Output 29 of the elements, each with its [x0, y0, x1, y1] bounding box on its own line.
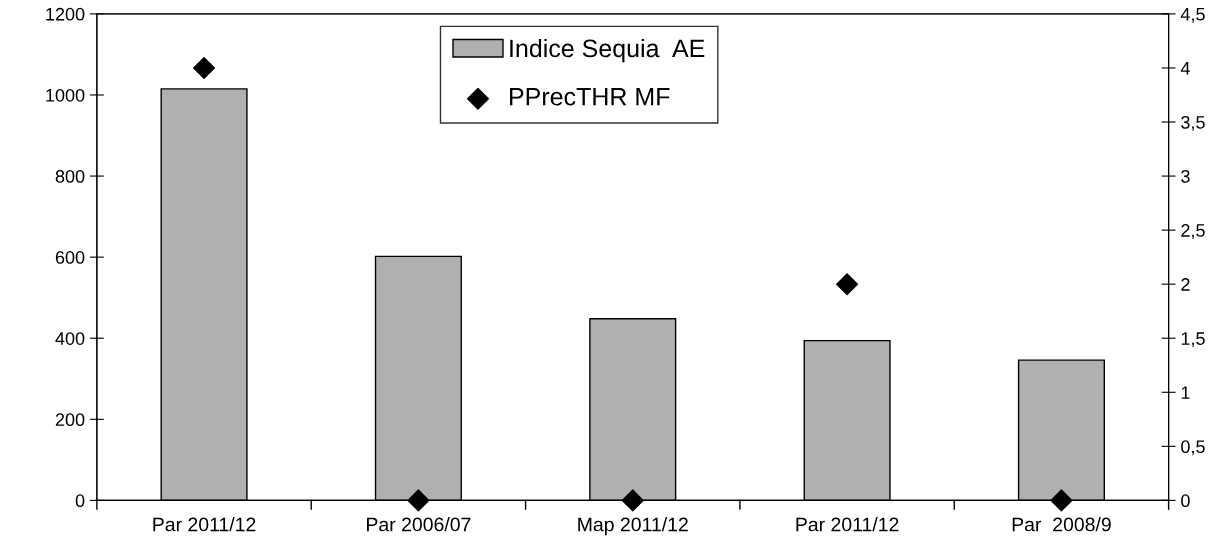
y-tick-label: 1000	[46, 88, 85, 102]
y2-tick-label: 3	[1181, 170, 1190, 183]
point	[193, 56, 216, 79]
x-tick-label: Map 2011/12	[578, 517, 688, 536]
y2-tick-label: 3,5	[1181, 115, 1205, 131]
point	[621, 489, 644, 512]
y2-tick-label: 0,5	[1181, 440, 1205, 456]
x-tick-label: Par 2011/12	[796, 517, 899, 532]
point	[836, 273, 859, 296]
x-tick-label: Par 2006/07	[367, 517, 471, 532]
y-tick-label: 0	[75, 494, 85, 508]
y2-tick-label: 4	[1180, 62, 1190, 75]
y-tick-label: 1200	[46, 7, 85, 21]
y2-tick-label: 2,5	[1181, 224, 1205, 239]
legend-label: Indice Sequia AE	[510, 38, 705, 63]
y-tick-label: 400	[55, 332, 85, 345]
y2-tick-label: 0	[1181, 494, 1190, 508]
y2-tick-label: 2	[1181, 278, 1190, 291]
y-tick-label: 200	[55, 413, 85, 427]
y-tick-label: 800	[55, 170, 85, 183]
point	[1050, 489, 1073, 512]
x-tick-label: Par 2011/12	[153, 517, 256, 532]
x-tick-label: Par 2008/9	[1012, 517, 1111, 532]
y-tick-label: 600	[55, 251, 85, 264]
y2-tick-label: 4,5	[1180, 8, 1205, 23]
y2-tick-label: 1	[1181, 386, 1190, 399]
legend-label: PPrecTHR MF	[510, 88, 670, 106]
point	[407, 489, 430, 512]
y2-tick-label: 1,5	[1181, 332, 1205, 348]
